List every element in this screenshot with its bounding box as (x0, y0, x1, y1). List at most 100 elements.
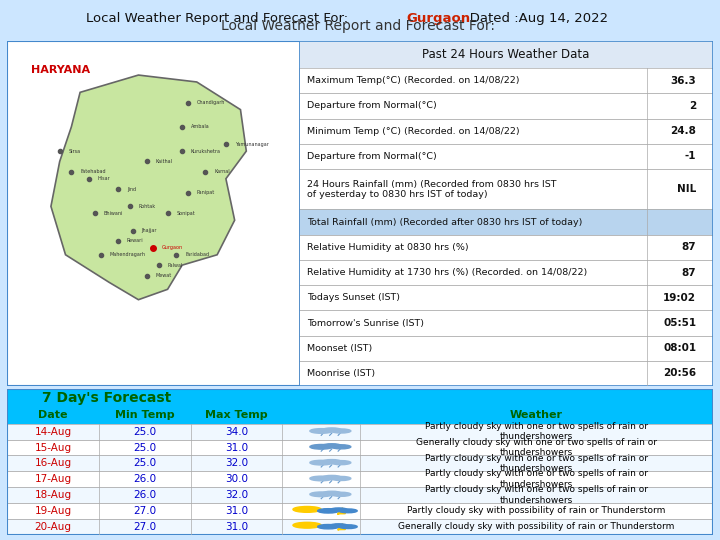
Bar (299, 210, 713, 235)
Circle shape (331, 492, 351, 496)
Text: 32.0: 32.0 (225, 458, 248, 468)
Text: 31.0: 31.0 (225, 506, 248, 516)
Text: Mahendragarh: Mahendragarh (109, 252, 145, 257)
Bar (7, 455, 713, 471)
Bar (7, 471, 713, 487)
Text: 15-Aug: 15-Aug (35, 443, 71, 453)
Text: Chandigarh: Chandigarh (197, 100, 225, 105)
Text: Karnal: Karnal (215, 170, 230, 174)
Text: 17-Aug: 17-Aug (35, 474, 71, 484)
Text: 25.0: 25.0 (133, 443, 156, 453)
Circle shape (323, 460, 341, 463)
Bar (299, 235, 713, 260)
Bar (7, 440, 713, 455)
Text: Faridabad: Faridabad (185, 252, 210, 257)
Circle shape (310, 492, 333, 497)
Text: Gurgaon: Gurgaon (162, 245, 183, 251)
Text: Hisar: Hisar (98, 176, 110, 181)
Text: Partly cloudy sky with one or two spells of rain or
thundershowers: Partly cloudy sky with one or two spells… (425, 422, 648, 441)
Text: 14-Aug: 14-Aug (35, 427, 71, 437)
Bar (7, 424, 713, 440)
Text: Fatehabad: Fatehabad (80, 170, 106, 174)
Text: Partly cloudy sky with possibility of rain or Thunderstorm: Partly cloudy sky with possibility of ra… (408, 507, 665, 515)
Circle shape (293, 507, 321, 512)
Text: Kaithal: Kaithal (156, 159, 173, 164)
Circle shape (310, 444, 333, 449)
Circle shape (323, 428, 341, 431)
Circle shape (330, 524, 347, 527)
Text: 20-Aug: 20-Aug (35, 522, 71, 532)
Text: 30.0: 30.0 (225, 474, 248, 484)
Text: 27.0: 27.0 (133, 522, 156, 532)
Text: Panipat: Panipat (197, 190, 215, 195)
Text: 31.0: 31.0 (225, 522, 248, 532)
Bar (7, 519, 713, 535)
Text: 20:56: 20:56 (663, 368, 696, 379)
Bar (299, 169, 713, 210)
Text: NIL: NIL (677, 184, 696, 194)
Text: Total Rainfall (mm) (Recorded after 0830 hrs IST of today): Total Rainfall (mm) (Recorded after 0830… (307, 218, 582, 227)
Text: 19-Aug: 19-Aug (35, 506, 71, 516)
Bar (299, 93, 713, 119)
Text: 08:01: 08:01 (663, 343, 696, 353)
Text: -1: -1 (685, 151, 696, 161)
Text: Maximum Temp(°C) (Recorded. on 14/08/22): Maximum Temp(°C) (Recorded. on 14/08/22) (307, 76, 520, 85)
Bar (299, 68, 713, 93)
Bar (7, 406, 713, 424)
Text: Local Weather Report and Forecast For:: Local Weather Report and Forecast For: (221, 19, 499, 33)
Text: Past 24 Hours Weather Data: Past 24 Hours Weather Data (422, 48, 590, 61)
Text: Yamunanagar: Yamunanagar (235, 141, 269, 147)
Text: Sonipat: Sonipat (176, 211, 195, 216)
Text: Tomorrow's Sunrise (IST): Tomorrow's Sunrise (IST) (307, 319, 424, 328)
Text: 26.0: 26.0 (133, 490, 156, 500)
Text: 87: 87 (682, 267, 696, 278)
Text: HARYANA: HARYANA (30, 65, 90, 75)
Text: Relative Humidity at 1730 hrs (%) (Recorded. on 14/08/22): Relative Humidity at 1730 hrs (%) (Recor… (307, 268, 588, 277)
Text: Kurukshetra: Kurukshetra (191, 148, 221, 153)
Circle shape (318, 524, 339, 529)
Bar (299, 144, 713, 169)
Text: Gurgaon: Gurgaon (407, 12, 471, 25)
Text: Departure from Normal(°C): Departure from Normal(°C) (307, 152, 437, 161)
Circle shape (339, 509, 357, 513)
Text: 25.0: 25.0 (133, 427, 156, 437)
Circle shape (331, 476, 351, 481)
Circle shape (293, 522, 321, 528)
Bar (299, 336, 713, 361)
Bar (299, 260, 713, 285)
Text: 87: 87 (682, 242, 696, 252)
Bar (7, 487, 713, 503)
Text: Moonset (IST): Moonset (IST) (307, 344, 372, 353)
Text: Sirsa: Sirsa (68, 148, 81, 153)
Circle shape (331, 445, 351, 449)
Text: Todays Sunset (IST): Todays Sunset (IST) (307, 293, 400, 302)
Bar (299, 40, 713, 68)
Text: 26.0: 26.0 (133, 474, 156, 484)
Text: 05:51: 05:51 (663, 318, 696, 328)
Text: Minimum Temp (°C) (Recorded. on 14/08/22): Minimum Temp (°C) (Recorded. on 14/08/22… (307, 127, 520, 136)
Circle shape (323, 491, 341, 495)
Text: Ambala: Ambala (191, 124, 210, 130)
Circle shape (331, 429, 351, 433)
Circle shape (331, 461, 351, 465)
Text: Generally cloudy sky with possibility of rain or Thunderstorm: Generally cloudy sky with possibility of… (398, 522, 675, 531)
Circle shape (310, 429, 333, 433)
Text: Rewari: Rewari (127, 239, 143, 244)
Text: 25.0: 25.0 (133, 458, 156, 468)
Text: Max Temp: Max Temp (205, 410, 268, 420)
Circle shape (310, 460, 333, 465)
Text: 24.8: 24.8 (670, 126, 696, 136)
Circle shape (339, 525, 357, 529)
Text: 27.0: 27.0 (133, 506, 156, 516)
Text: 31.0: 31.0 (225, 443, 248, 453)
Text: 19:02: 19:02 (663, 293, 696, 303)
Text: 34.0: 34.0 (225, 427, 248, 437)
Circle shape (310, 476, 333, 481)
Bar (7, 389, 713, 406)
Bar (299, 310, 713, 336)
Text: 24 Hours Rainfall (mm) (Recorded from 0830 hrs IST
of yesterday to 0830 hrs IST : 24 Hours Rainfall (mm) (Recorded from 08… (307, 180, 557, 199)
Text: Partly cloudy sky with one or two spells of rain or
thundershowers: Partly cloudy sky with one or two spells… (425, 454, 648, 473)
Circle shape (330, 508, 347, 511)
Text: Relative Humidity at 0830 hrs (%): Relative Humidity at 0830 hrs (%) (307, 243, 469, 252)
Text: Weather: Weather (510, 410, 563, 420)
